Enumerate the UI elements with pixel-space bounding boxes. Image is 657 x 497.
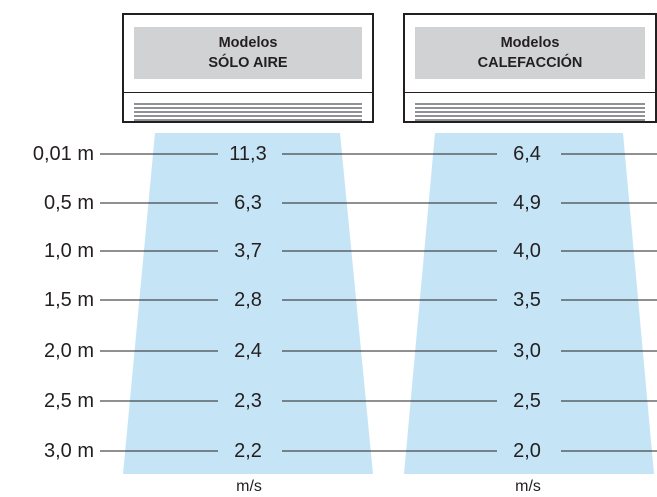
distance-label: 0,5 m — [43, 192, 94, 214]
unit-label-panel: Modelos SÓLO AIRE — [134, 27, 362, 79]
unit-label-panel: Modelos CALEFACCIÓN — [415, 27, 645, 79]
unit-divider — [124, 92, 372, 93]
speed-unit-label: m/s — [515, 478, 541, 495]
unit-title-line1: Modelos — [218, 35, 278, 51]
speed-value-solo-aire: 6,3 — [218, 191, 278, 215]
unit-title-line1: Modelos — [500, 35, 560, 51]
distance-label: 0,01 m — [32, 143, 94, 165]
unit-calefaccion: Modelos CALEFACCIÓN — [403, 13, 657, 123]
distance-label: 2,0 m — [43, 340, 94, 362]
unit-divider — [405, 92, 655, 93]
speed-unit-label: m/s — [236, 478, 262, 495]
speed-value-solo-aire: 2,2 — [218, 439, 278, 463]
speed-value-calefaccion: 2,0 — [497, 439, 557, 463]
speed-value-solo-aire: 3,7 — [218, 239, 278, 263]
speed-value-solo-aire: 11,3 — [218, 142, 278, 166]
unit-solo-aire: Modelos SÓLO AIRE — [122, 13, 374, 123]
speed-value-calefaccion: 3,0 — [497, 339, 557, 363]
speed-value-calefaccion: 4,9 — [497, 191, 557, 215]
speed-value-solo-aire: 2,8 — [218, 288, 278, 312]
distance-label: 3,0 m — [43, 440, 94, 462]
speed-value-calefaccion: 6,4 — [497, 142, 557, 166]
speed-value-calefaccion: 4,0 — [497, 239, 557, 263]
speed-value-solo-aire: 2,4 — [218, 339, 278, 363]
distance-label: 1,5 m — [43, 289, 94, 311]
unit-title-line2: SÓLO AIRE — [208, 55, 288, 71]
speed-value-calefaccion: 3,5 — [497, 288, 557, 312]
unit-title-line2: CALEFACCIÓN — [477, 55, 583, 71]
air-outlet-grille — [415, 103, 645, 121]
speed-value-solo-aire: 2,3 — [218, 389, 278, 413]
distance-label: 2,5 m — [43, 390, 94, 412]
air-outlet-grille — [134, 103, 362, 121]
distance-label: 1,0 m — [43, 240, 94, 262]
speed-value-calefaccion: 2,5 — [497, 389, 557, 413]
